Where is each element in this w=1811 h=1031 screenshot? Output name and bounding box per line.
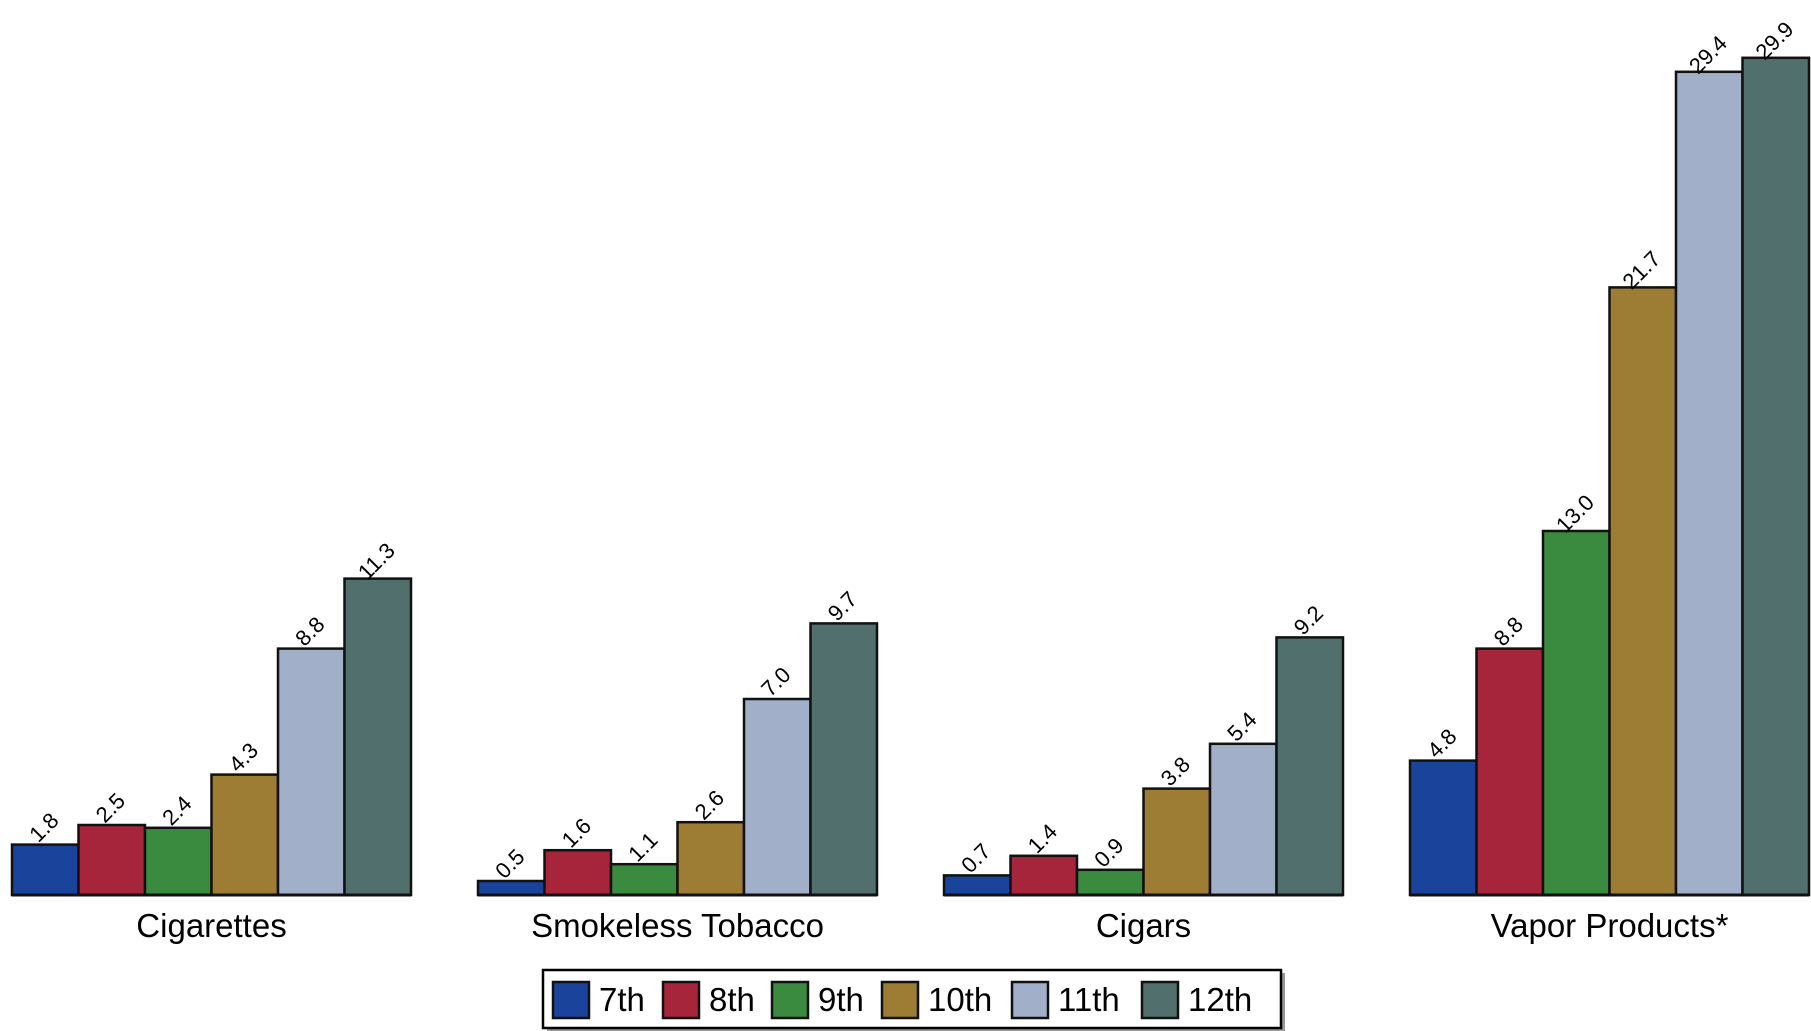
bar-vapor-products-12th [1741, 56, 1811, 897]
bar-cigarettes-8th [77, 823, 147, 897]
bar-vapor-products-7th [1408, 759, 1478, 897]
bar-cigarettes-7th [10, 843, 80, 897]
legend-swatch-10th [880, 980, 920, 1020]
bar-cigars-12th [1275, 636, 1345, 897]
data-label-cigarettes-8th: 2.5 [91, 788, 130, 827]
bar-smokeless-tobacco-9th [609, 862, 679, 897]
bar-cigarettes-9th [143, 826, 213, 897]
data-label-smokeless-tobacco-9th: 1.1 [623, 827, 662, 866]
legend-swatch-12th [1140, 980, 1180, 1020]
legend-swatch-9th [770, 980, 810, 1020]
legend-label-8th: 8th [709, 981, 755, 1018]
legend-label-11th: 11th [1058, 981, 1120, 1018]
legend-label-12th: 12th [1188, 981, 1252, 1018]
data-label-smokeless-tobacco-8th: 1.6 [557, 813, 596, 852]
data-label-cigars-12th: 9.2 [1289, 600, 1328, 639]
data-label-vapor-products-8th: 8.8 [1489, 612, 1528, 651]
bar-cigars-9th [1075, 868, 1145, 897]
category-label-cigarettes: Cigarettes [136, 907, 286, 944]
bar-vapor-products-10th [1608, 286, 1678, 897]
data-label-cigarettes-11th: 8.8 [290, 612, 329, 651]
category-label-cigars: Cigars [1096, 907, 1191, 944]
data-label-vapor-products-7th: 4.8 [1422, 724, 1461, 763]
category-label-vapor-products: Vapor Products* [1491, 907, 1729, 944]
legend-swatch-7th [551, 980, 591, 1020]
legend-swatch-8th [661, 980, 701, 1020]
legend-label-10th: 10th [928, 981, 992, 1018]
data-label-cigars-8th: 1.4 [1023, 819, 1062, 858]
bar-vapor-products-11th [1674, 70, 1744, 897]
bar-vapor-products-8th [1475, 647, 1545, 897]
bar-vapor-products-9th [1541, 529, 1611, 897]
data-label-cigarettes-10th: 4.3 [224, 738, 263, 777]
data-label-cigars-7th: 0.7 [956, 838, 995, 877]
data-label-cigarettes-9th: 2.4 [157, 791, 196, 830]
bar-cigarettes-10th [210, 773, 280, 897]
data-label-cigarettes-7th: 1.8 [24, 808, 63, 847]
legend-label-7th: 7th [599, 981, 645, 1018]
data-label-cigars-10th: 3.8 [1156, 752, 1195, 791]
legend: 7th 8th 9th 10th 11th 12th [541, 968, 1285, 1031]
data-label-smokeless-tobacco-10th: 2.6 [690, 785, 729, 824]
bar-smokeless-tobacco-11th [742, 697, 812, 897]
bar-smokeless-tobacco-7th [476, 879, 546, 897]
legend-swatch-11th [1010, 980, 1050, 1020]
category-label-smokeless-tobacco: Smokeless Tobacco [531, 907, 824, 944]
data-label-smokeless-tobacco-12th: 9.7 [823, 586, 862, 625]
bar-cigars-8th [1009, 854, 1079, 897]
bar-cigarettes-12th [343, 577, 413, 897]
bar-smokeless-tobacco-8th [543, 848, 613, 897]
bar-cigarettes-11th [276, 647, 346, 897]
data-label-cigars-11th: 5.4 [1222, 707, 1261, 746]
data-label-cigars-9th: 0.9 [1089, 833, 1128, 872]
bar-cigars-7th [942, 874, 1012, 897]
bar-cigars-11th [1208, 742, 1278, 897]
bar-smokeless-tobacco-12th [809, 622, 879, 897]
bars-layer [10, 56, 1811, 897]
bar-smokeless-tobacco-10th [676, 820, 746, 897]
data-label-smokeless-tobacco-7th: 0.5 [490, 844, 529, 883]
category-labels: Cigarettes Smokeless Tobacco Cigars Vapor P… [136, 907, 1728, 944]
data-label-smokeless-tobacco-11th: 7.0 [756, 662, 795, 701]
bar-cigars-10th [1142, 787, 1212, 897]
legend-label-9th: 9th [818, 981, 864, 1018]
